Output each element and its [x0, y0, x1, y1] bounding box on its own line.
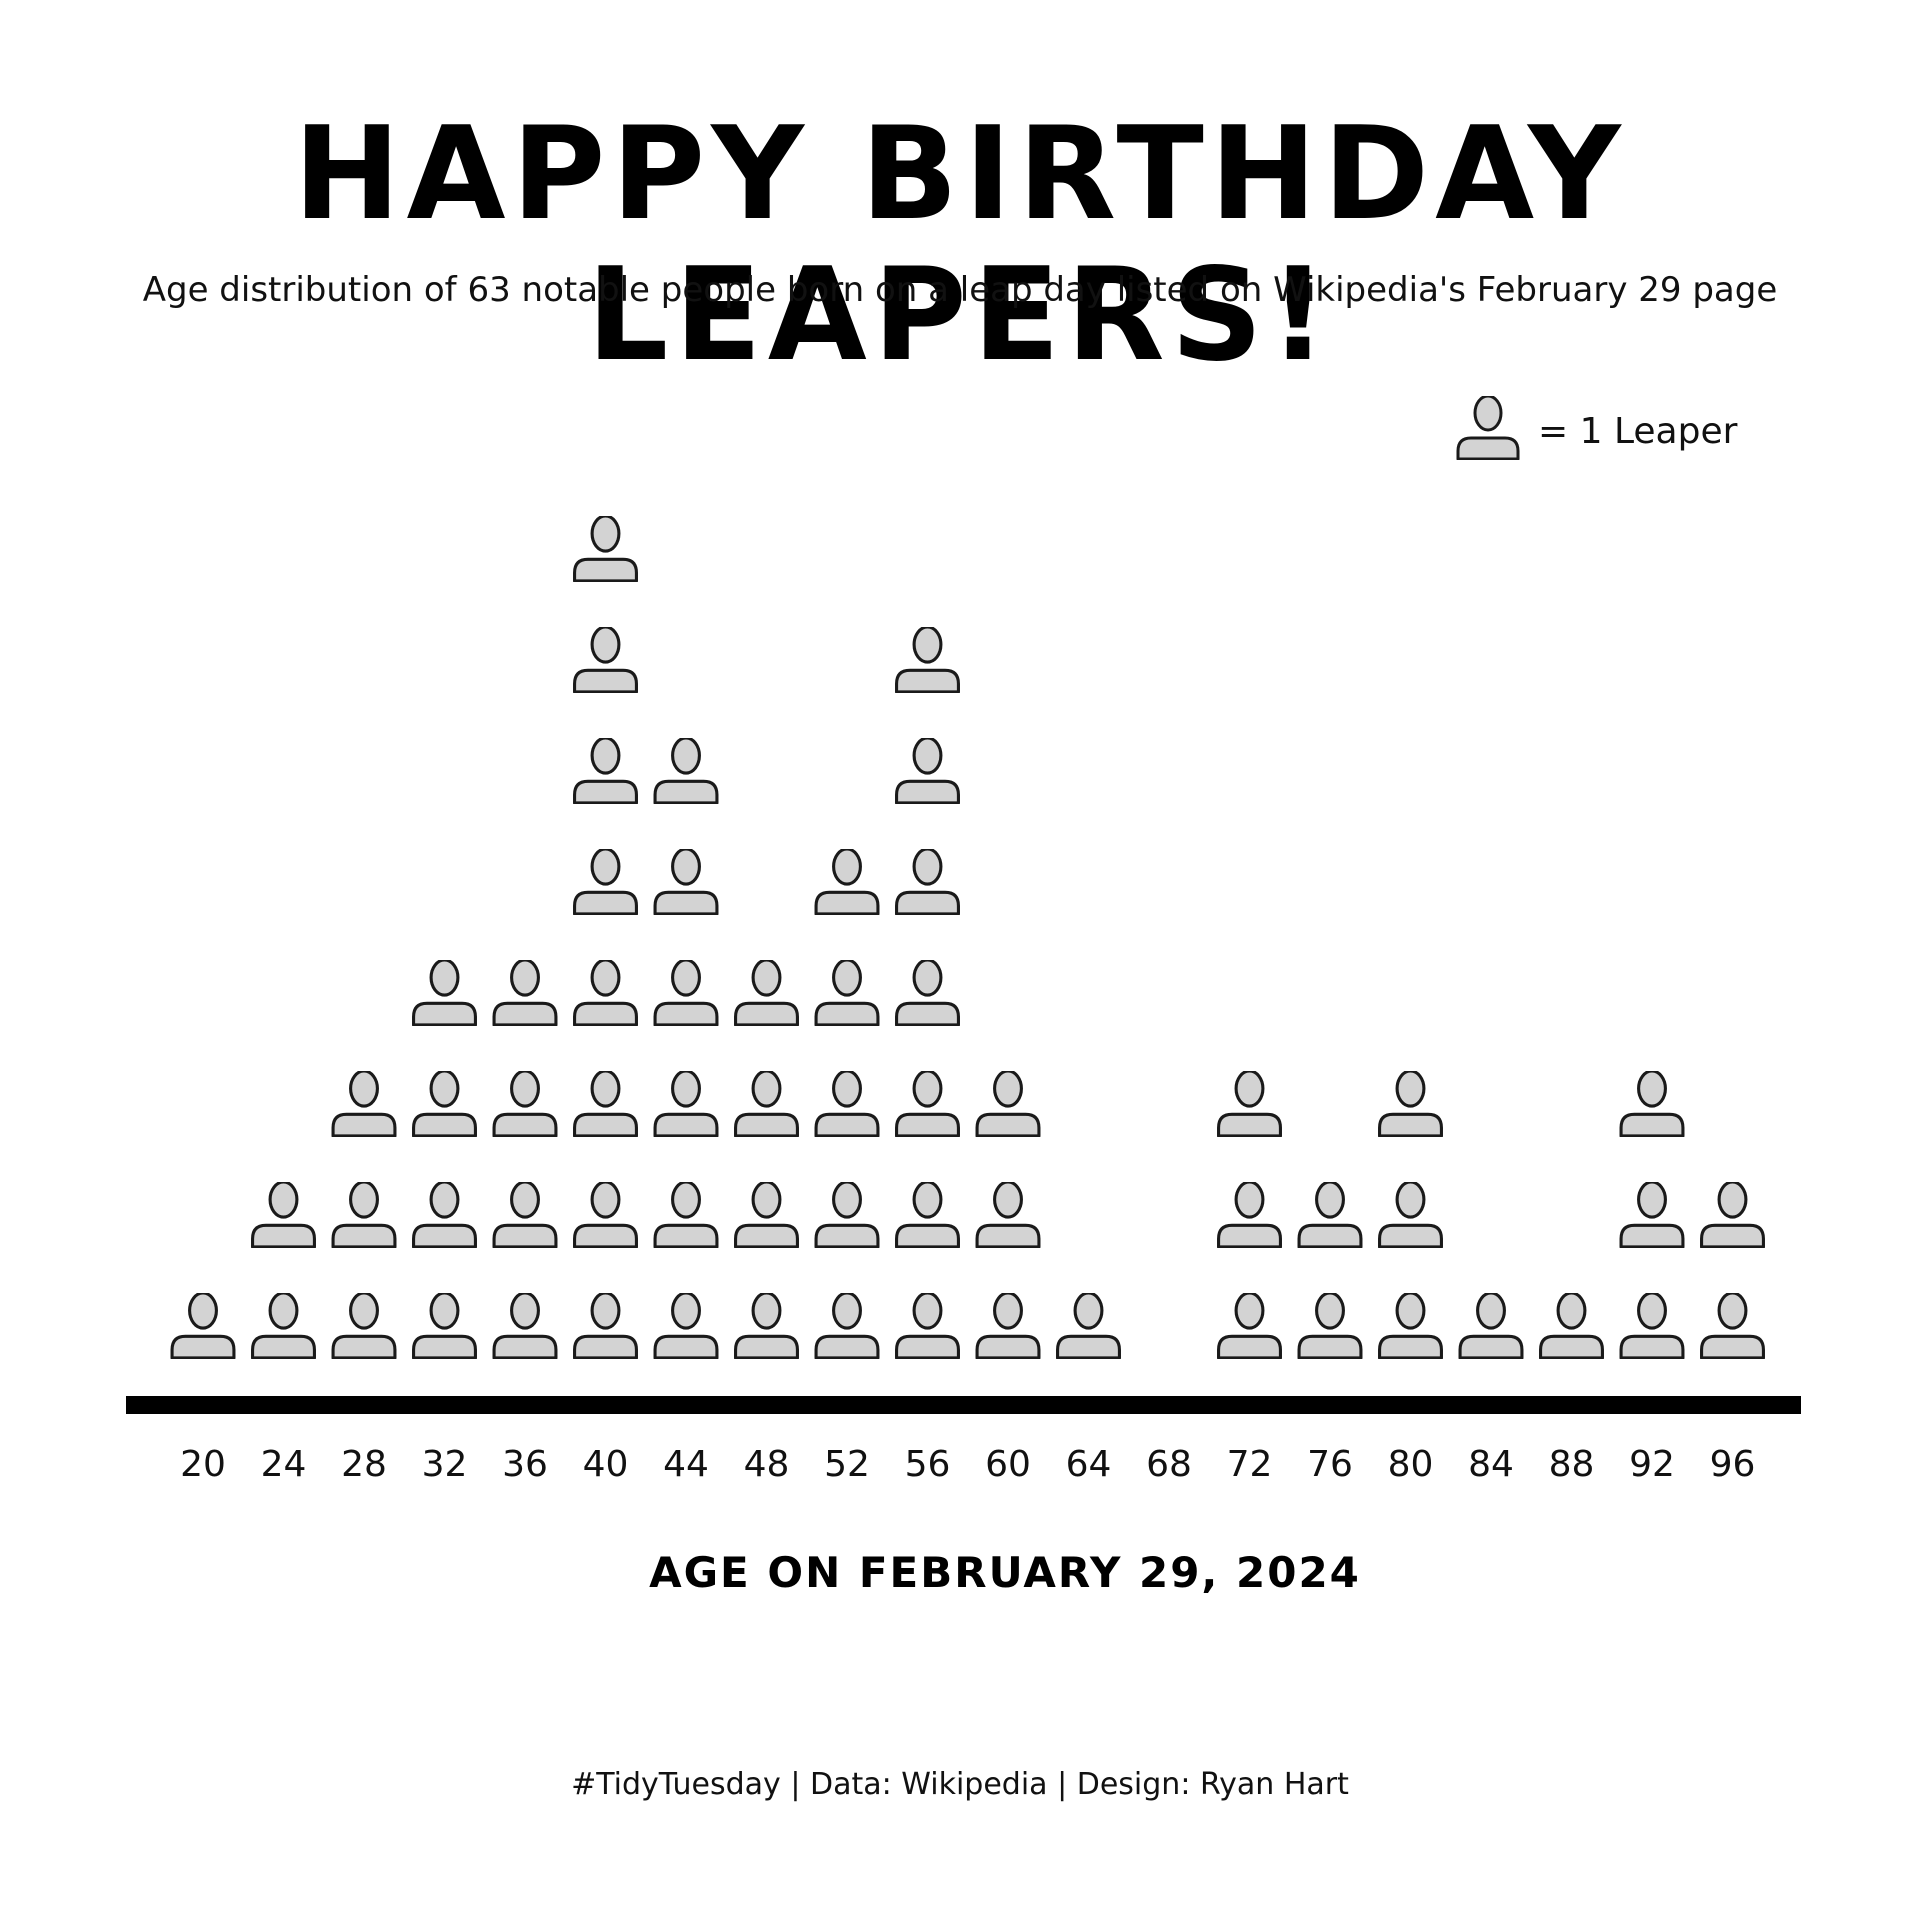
person-icon	[1539, 1293, 1604, 1359]
person-icon	[251, 1293, 316, 1359]
person-icon	[492, 1071, 558, 1137]
person-icon	[1217, 1071, 1282, 1137]
legend-label: = 1 Leaper	[1538, 411, 1738, 452]
person-icon	[573, 1071, 638, 1137]
person-icon	[734, 1071, 799, 1137]
x-tick-label: 56	[905, 1444, 951, 1485]
x-tick-label: 64	[1066, 1444, 1112, 1485]
person-icon	[895, 1293, 960, 1359]
person-icon	[573, 738, 638, 804]
person-icon	[573, 627, 638, 693]
person-icon	[170, 1293, 236, 1359]
person-icon	[492, 1293, 558, 1359]
person-icon	[734, 960, 799, 1026]
x-tick-label: 84	[1468, 1444, 1514, 1485]
person-icon	[492, 960, 558, 1026]
person-icon	[412, 1182, 477, 1248]
person-icon	[573, 960, 638, 1026]
x-tick-label: 40	[583, 1444, 629, 1485]
person-icon	[1297, 1182, 1363, 1248]
person-icon	[895, 849, 960, 915]
x-tick-label: 52	[824, 1444, 870, 1485]
person-icon	[1217, 1182, 1282, 1248]
x-axis-title: AGE ON FEBRUARY 29, 2024	[649, 1548, 1361, 1597]
person-icon	[331, 1293, 397, 1359]
x-tick-label: 76	[1307, 1444, 1353, 1485]
person-icon	[814, 849, 880, 915]
person-icon	[573, 849, 638, 915]
x-tick-label: 20	[180, 1444, 226, 1485]
person-icon	[814, 1293, 880, 1359]
x-tick-label: 36	[502, 1444, 548, 1485]
person-icon	[492, 1182, 558, 1248]
x-tick-label: 28	[341, 1444, 387, 1485]
person-icon	[895, 627, 960, 693]
person-icon	[895, 960, 960, 1026]
person-icon	[975, 1293, 1041, 1359]
person-icon	[573, 1293, 638, 1359]
person-icon	[331, 1071, 397, 1137]
person-icon	[734, 1293, 799, 1359]
person-icon	[1619, 1293, 1685, 1359]
person-icon	[814, 1182, 880, 1248]
person-icon	[1056, 1293, 1121, 1359]
x-tick-label: 60	[985, 1444, 1031, 1485]
person-icon	[331, 1182, 397, 1248]
x-tick-label: 48	[744, 1444, 790, 1485]
person-icon	[1378, 1182, 1443, 1248]
pictogram-icons	[170, 516, 1765, 1359]
person-icon	[1458, 1293, 1524, 1359]
person-icon	[573, 516, 638, 582]
x-tick-label: 80	[1388, 1444, 1434, 1485]
person-icon	[412, 1293, 477, 1359]
person-icon	[1619, 1071, 1685, 1137]
person-icon	[412, 960, 477, 1026]
person-icon	[1297, 1293, 1363, 1359]
x-tick-label: 44	[663, 1444, 709, 1485]
legend-person-icon	[1456, 396, 1520, 460]
x-tick-label: 88	[1549, 1444, 1595, 1485]
person-icon	[814, 1071, 880, 1137]
person-icon	[1700, 1293, 1765, 1359]
person-icon	[814, 960, 880, 1026]
x-tick-label: 96	[1710, 1444, 1756, 1485]
chart-caption: #TidyTuesday | Data: Wikipedia | Design:…	[571, 1767, 1349, 1802]
person-icon	[1700, 1182, 1765, 1248]
person-icon	[1217, 1293, 1282, 1359]
person-icon	[653, 1071, 719, 1137]
x-tick-label: 32	[422, 1444, 468, 1485]
x-tick-label: 24	[261, 1444, 307, 1485]
person-icon	[653, 960, 719, 1026]
x-tick-label: 68	[1146, 1444, 1192, 1485]
x-axis-ticks: 20 24 28 32 36 40 44 48 52 56 60 64 68 72 76 80 84 88 92 96	[180, 1444, 1755, 1485]
chart-title: HAPPY BIRTHDAY LEAPERS!	[293, 100, 1627, 390]
person-icon	[734, 1182, 799, 1248]
person-icon	[895, 1182, 960, 1248]
person-icon	[653, 1182, 719, 1248]
chart-subtitle: Age distribution of 63 notable people bo…	[142, 270, 1778, 310]
legend: = 1 Leaper	[1456, 396, 1738, 460]
person-icon	[1619, 1182, 1685, 1248]
person-icon	[895, 738, 960, 804]
person-icon	[1378, 1071, 1443, 1137]
person-icon	[653, 1293, 719, 1359]
person-icon	[412, 1071, 477, 1137]
x-tick-label: 92	[1629, 1444, 1675, 1485]
person-icon	[653, 738, 719, 804]
x-axis-line	[126, 1396, 1801, 1414]
person-icon	[573, 1182, 638, 1248]
person-icon	[251, 1182, 316, 1248]
person-icon	[975, 1071, 1041, 1137]
person-icon	[1378, 1293, 1443, 1359]
person-icon	[653, 849, 719, 915]
x-tick-label: 72	[1227, 1444, 1273, 1485]
person-icon	[975, 1182, 1041, 1248]
person-icon	[895, 1071, 960, 1137]
